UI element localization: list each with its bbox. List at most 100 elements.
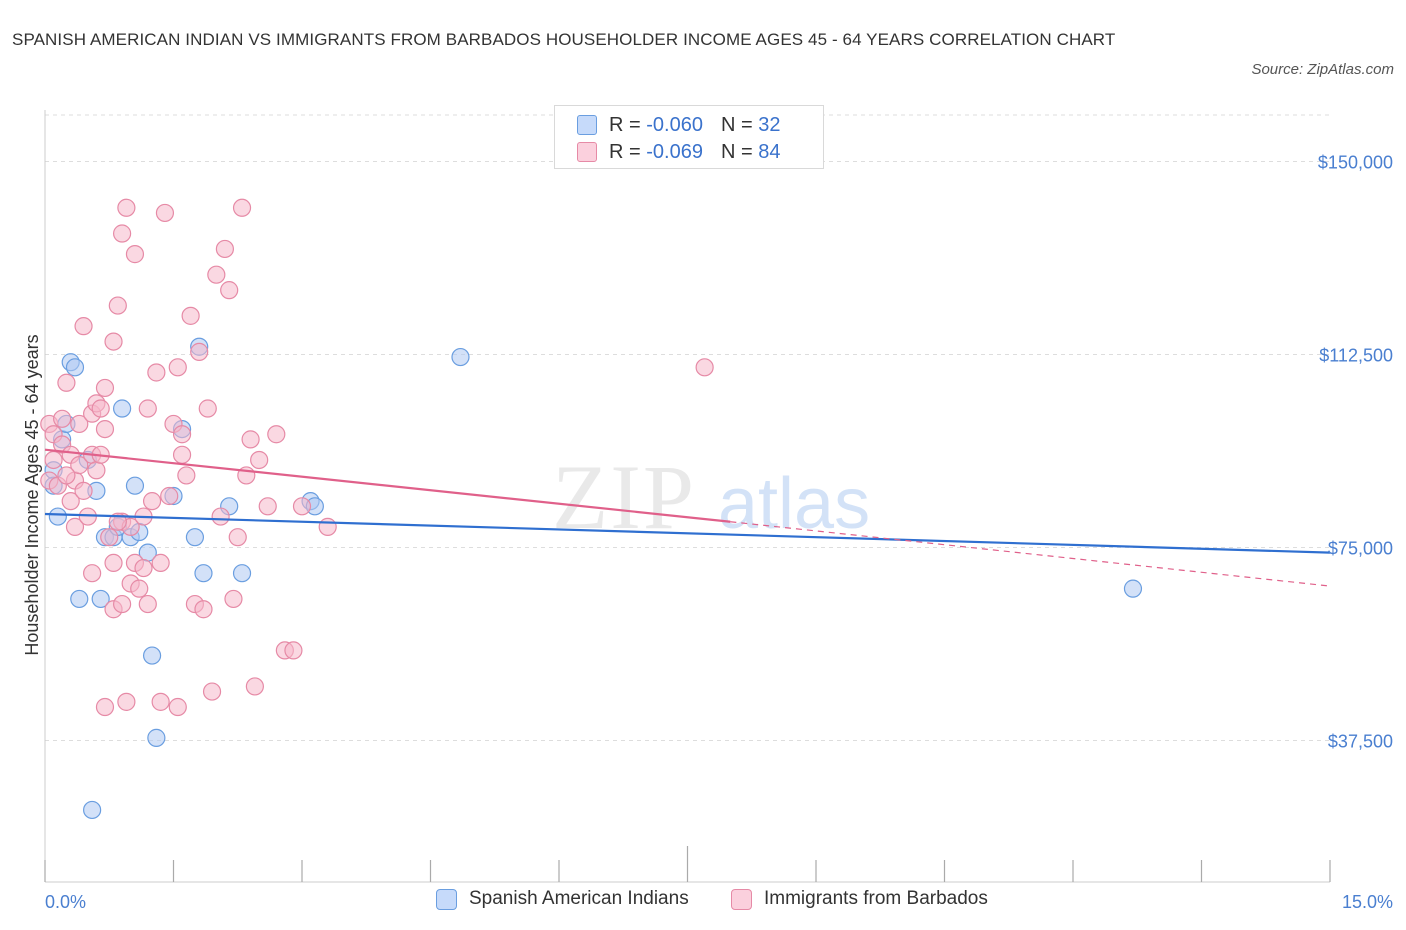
barbados-immigrant-point bbox=[117, 198, 136, 217]
chart-source: Source: ZipAtlas.com bbox=[1251, 61, 1394, 78]
barbados-immigrant-point bbox=[172, 445, 192, 464]
barbados-immigrant-point bbox=[241, 430, 260, 449]
spanish-american-indian-point bbox=[194, 564, 213, 583]
barbados-immigrant-point bbox=[142, 492, 162, 511]
spanish-american-indian-point bbox=[451, 347, 470, 367]
barbados-immigrant-point bbox=[104, 553, 123, 573]
legend-item-spanish-american-indians: Spanish American Indians bbox=[436, 888, 689, 910]
barbados-immigrant-point bbox=[83, 564, 102, 583]
barbados-immigrant-point bbox=[215, 239, 234, 259]
spanish-american-indian-point bbox=[65, 358, 85, 377]
barbados-immigrant-point bbox=[100, 528, 119, 547]
barbados-immigrant-point bbox=[190, 342, 209, 361]
spanish-american-indian-point bbox=[112, 399, 132, 418]
legend-swatch-pink bbox=[731, 888, 752, 910]
watermark: ZIP atlas bbox=[552, 446, 870, 548]
barbados-immigrant-point bbox=[70, 456, 89, 475]
legend-r-label: R = bbox=[609, 113, 641, 136]
barbados-immigrant-point bbox=[181, 306, 200, 325]
legend-r-value: -0.069 bbox=[646, 140, 703, 163]
barbados-immigrant-point bbox=[695, 358, 714, 377]
barbados-immigrant-point bbox=[224, 589, 243, 609]
spanish-american-indian-point bbox=[1123, 579, 1143, 598]
spanish-american-indian-point bbox=[142, 646, 162, 665]
spanish-american-indian-point bbox=[91, 589, 110, 609]
barbados-immigrant-point bbox=[57, 466, 76, 485]
barbados-immigrant-point bbox=[151, 692, 170, 711]
y-axis-label: Householder Income Ages 45 - 64 years bbox=[22, 334, 42, 655]
barbados-immigrant-point bbox=[207, 265, 226, 284]
spanish-american-indian-point bbox=[185, 528, 205, 547]
barbados-immigrant-point bbox=[104, 332, 123, 351]
barbados-immigrant-point bbox=[160, 486, 179, 506]
barbados-immigrant-point bbox=[318, 517, 337, 536]
barbados-immigrant-point bbox=[53, 409, 72, 428]
legend-n-value: 84 bbox=[758, 140, 781, 163]
legend-label: Immigrants from Barbados bbox=[764, 888, 988, 909]
barbados-immigrant-point bbox=[108, 296, 127, 315]
barbados-immigrant-point bbox=[151, 553, 170, 573]
barbados-immigrant-point bbox=[211, 507, 230, 526]
y-tick-label: $150,000 bbox=[1318, 152, 1393, 172]
barbados-immigrant-point bbox=[138, 399, 157, 418]
y-tick-label: $112,500 bbox=[1319, 345, 1393, 365]
barbados-immigrant-point bbox=[125, 245, 145, 264]
barbados-immigrant-point bbox=[74, 481, 93, 500]
barbados-immigrant-point bbox=[91, 399, 110, 418]
x-tick-label-max: 15.0% bbox=[1342, 892, 1393, 912]
watermark-atlas: atlas bbox=[718, 464, 870, 544]
legend-label: Spanish American Indians bbox=[469, 888, 689, 909]
barbados-immigrant-point bbox=[65, 517, 85, 536]
legend-row-spanish: R = -0.060 N = 32 bbox=[577, 113, 780, 137]
legend-swatch-blue bbox=[436, 888, 457, 910]
legend-r-value: -0.060 bbox=[646, 113, 703, 136]
spanish-american-indian-point bbox=[147, 728, 166, 747]
barbados-immigrant-point bbox=[87, 461, 106, 480]
legend-n-value: 32 bbox=[758, 113, 781, 136]
stats-legend: R = -0.060 N = 32 R = -0.069 N = 84 bbox=[554, 105, 824, 169]
barbados-immigrant-point bbox=[284, 641, 303, 660]
barbados-immigrant-point bbox=[168, 697, 187, 717]
barbados-immigrant-trend-line bbox=[44, 448, 731, 523]
barbados-immigrant-point bbox=[172, 425, 192, 444]
barbados-immigrant-point bbox=[117, 692, 136, 711]
barbados-immigrant-point bbox=[95, 697, 115, 717]
spanish-american-indian-point bbox=[83, 800, 102, 820]
legend-n-label: N = bbox=[720, 113, 753, 136]
barbados-immigrant-point bbox=[232, 198, 252, 217]
legend-r-label: R = bbox=[609, 140, 641, 163]
barbados-immigrant-trend-line-extension bbox=[730, 521, 1331, 587]
barbados-immigrant-point bbox=[245, 677, 264, 696]
legend-swatch-blue bbox=[577, 115, 597, 135]
tick-labels: $150,000 $112,500 $75,000 $37,500 0.0% 15.0% bbox=[45, 152, 1393, 912]
barbados-immigrant-point bbox=[147, 363, 166, 382]
barbados-immigrant-point bbox=[168, 358, 187, 377]
barbados-immigrant-point bbox=[112, 594, 132, 614]
spanish-american-indian-point bbox=[125, 476, 145, 495]
barbados-immigrant-point bbox=[112, 224, 132, 243]
barbados-immigrant-point bbox=[74, 317, 93, 336]
barbados-immigrant-point bbox=[177, 466, 196, 485]
barbados-immigrant-point bbox=[292, 497, 312, 516]
data-points bbox=[40, 198, 1143, 820]
barbados-immigrant-point bbox=[95, 378, 115, 398]
barbados-immigrant-point bbox=[198, 399, 217, 418]
barbados-immigrant-point bbox=[134, 558, 153, 578]
barbados-immigrant-point bbox=[61, 492, 80, 511]
barbados-immigrant-point bbox=[95, 419, 115, 439]
barbados-immigrant-point bbox=[44, 450, 63, 470]
barbados-immigrant-point bbox=[57, 373, 76, 392]
barbados-immigrant-point bbox=[194, 600, 213, 619]
legend-swatch-pink bbox=[577, 142, 597, 162]
x-tick-label-min: 0.0% bbox=[45, 892, 86, 912]
spanish-american-indian-point bbox=[48, 507, 67, 526]
axes bbox=[44, 110, 1331, 883]
spanish-american-indian-trend-line bbox=[44, 512, 1331, 554]
barbados-immigrant-point bbox=[130, 579, 149, 598]
barbados-immigrant-point bbox=[108, 512, 127, 531]
barbados-immigrant-point bbox=[220, 281, 239, 300]
barbados-immigrant-point bbox=[202, 682, 222, 701]
legend-n-label: N = bbox=[720, 140, 753, 163]
barbados-immigrant-point bbox=[267, 425, 286, 444]
